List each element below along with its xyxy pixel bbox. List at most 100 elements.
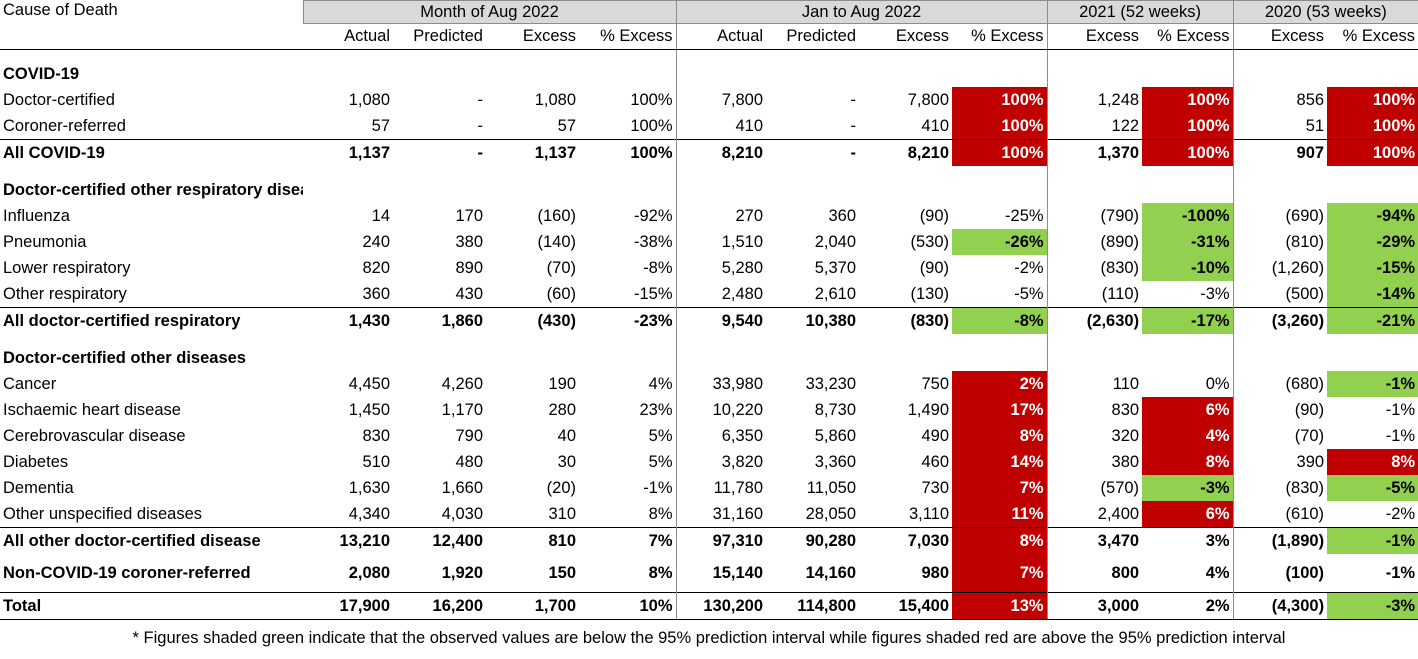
empty-cell (1142, 61, 1233, 87)
spacer-cell (766, 166, 859, 177)
table-cell: 10% (579, 592, 677, 620)
table-cell: 1,700 (486, 592, 579, 620)
table-cell: 6% (1142, 501, 1234, 528)
table-cell: 33,230 (805, 374, 857, 393)
table-cell: - (850, 90, 857, 109)
row-label: Dementia (3, 478, 74, 497)
empty-cell (766, 61, 859, 87)
table-cell: 0% (1205, 374, 1230, 393)
table-cell: 730 (921, 478, 950, 497)
spacer-cell (1327, 50, 1418, 62)
table-cell: 2,080 (348, 563, 390, 582)
col-header: Excess (859, 23, 953, 50)
table-cell: (60) (546, 284, 576, 303)
table-row-noncovid-cor: Non-COVID-19 coroner-referred 2,080 1,920 1… (0, 554, 1418, 593)
col-header: Predicted (766, 23, 860, 50)
table-cell: 100% (630, 90, 673, 109)
table-cell: 1,430 (303, 307, 393, 334)
spacer-row (0, 166, 1418, 177)
table-cell: 980 (921, 563, 950, 582)
table-cell: 510 (362, 452, 390, 471)
table-cell: (680) (1232, 371, 1328, 397)
table-cell: 7% (952, 475, 1048, 501)
spacer-cell (579, 50, 676, 62)
table-cell: -31% (1142, 229, 1234, 255)
table-cell: 57 (371, 116, 390, 135)
table-cell: 3,000 (1046, 592, 1143, 620)
table-cell: (610) (1232, 501, 1328, 528)
empty-cell (952, 177, 1047, 203)
table-cell: 100% (1327, 113, 1418, 140)
table-cell: - (477, 116, 484, 135)
table-cell: 100% (1142, 87, 1234, 113)
table-cell: 2,610 (814, 284, 857, 303)
table-cell: 110 (1046, 371, 1143, 397)
row-label: All COVID-19 (0, 139, 303, 166)
table-cell: 16,200 (393, 592, 486, 620)
table-cell: (70) (1232, 423, 1328, 449)
header-row-subcolumns: Actual Predicted Excess % Excess Actual … (0, 23, 1418, 50)
spacer-cell (1327, 334, 1418, 345)
table-cell: 31,160 (675, 501, 767, 528)
empty-cell (952, 61, 1047, 87)
table-cell: 6,350 (675, 423, 767, 449)
table-cell: 2% (952, 371, 1048, 397)
table-cell: 33,980 (675, 371, 767, 397)
table-cell: -3% (1327, 592, 1418, 620)
table-cell: 907 (1232, 139, 1328, 166)
table-cell: 1,630 (348, 478, 390, 497)
table-cell: 130,200 (675, 592, 767, 620)
table-cell: 4,340 (348, 504, 390, 523)
table-cell: -5% (1014, 284, 1044, 303)
table-cell: (110) (1046, 281, 1143, 308)
table-cell: 4% (648, 374, 673, 393)
table-cell: -94% (1327, 203, 1418, 229)
table-cell: 122 (1046, 113, 1143, 140)
table-row-covid-doc: Doctor-certified 1,080-1,080 100% 7,800-7,8… (0, 87, 1418, 113)
table-cell: 360 (362, 284, 390, 303)
table-cell: 10,220 (675, 397, 767, 423)
table-cell: (70) (546, 258, 576, 277)
empty-cell (675, 345, 767, 371)
table-cell: (570) (1046, 475, 1143, 501)
table-cell: 8,210 (859, 139, 953, 166)
table-cell: 11% (952, 501, 1048, 528)
table-cell: - (850, 116, 857, 135)
table-cell: 12,400 (393, 527, 486, 554)
table-cell: 1,080 (348, 90, 390, 109)
table-cell: (90) (919, 206, 950, 225)
spacer-cell (393, 166, 486, 177)
table-cell: 5,280 (675, 255, 767, 281)
table-cell: 790 (455, 426, 483, 445)
table-cell: 5% (648, 426, 673, 445)
table-cell: 3% (1142, 527, 1234, 554)
table-row-other-resp: Other respiratory 360 430 (60) -15% 2,480 2,61… (0, 281, 1418, 308)
table-cell: (890) (1046, 229, 1143, 255)
row-label: Ischaemic heart disease (3, 400, 181, 419)
table-cell: -2% (1385, 504, 1416, 523)
table-cell: 114,800 (766, 592, 860, 620)
table-cell: 2,400 (1046, 501, 1143, 528)
spacer-cell (579, 334, 676, 345)
empty-cell (1046, 177, 1143, 203)
table-row-cerebro: Cerebrovascular disease 830 790 40 5% 6,350 5,… (0, 423, 1418, 449)
table-cell: 14% (952, 449, 1048, 475)
table-cell: 17,900 (303, 592, 393, 620)
row-label: Diabetes (3, 452, 69, 471)
table-cell: -92% (634, 206, 673, 225)
table-cell: -1% (1385, 400, 1416, 419)
table-cell: (100) (1232, 554, 1328, 593)
row-label: All doctor-certified respiratory (0, 307, 303, 334)
col-header: Predicted (393, 23, 486, 50)
spacer-cell (675, 166, 767, 177)
table-cell: -26% (952, 229, 1048, 255)
empty-cell (393, 345, 486, 371)
table-cell: (160) (537, 206, 576, 225)
table-cell: 13,210 (303, 527, 393, 554)
table-cell: -1% (643, 478, 673, 497)
col-header: % Excess (1142, 23, 1234, 50)
table-cell: 15,400 (859, 592, 953, 620)
spacer-cell (486, 334, 579, 345)
table-cell: 1,920 (441, 563, 483, 582)
spacer-cell (303, 166, 393, 177)
